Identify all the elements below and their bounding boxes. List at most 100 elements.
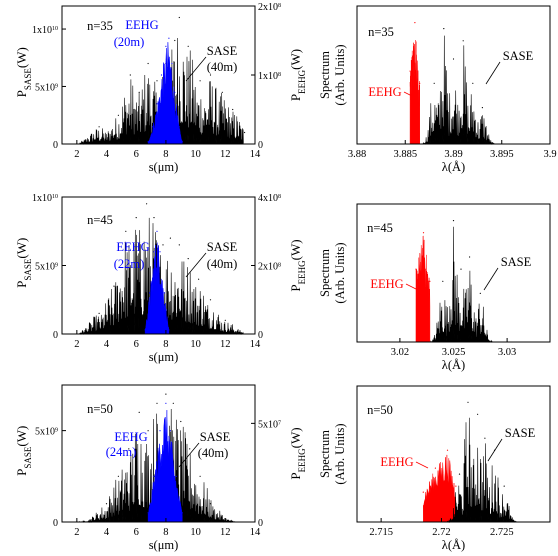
- eehg-label: EEHG: [368, 85, 401, 99]
- x-axis-label: λ(Å): [442, 358, 465, 372]
- series-eehg: [147, 37, 183, 145]
- y-tick-label-right: 5x107: [258, 419, 281, 430]
- y-axis-label: Spectrum(Arb. Units): [318, 44, 347, 105]
- data-point: [172, 402, 174, 404]
- data-point: [135, 217, 137, 219]
- data-point: [117, 114, 119, 116]
- pointer-line: [403, 91, 417, 99]
- x-tick-label: 2.725: [490, 527, 514, 538]
- data-point: [414, 22, 416, 24]
- plot-frame: [61, 384, 256, 523]
- data-point: [209, 503, 212, 505]
- data-point: [477, 413, 479, 415]
- data-point: [174, 91, 176, 93]
- data-point: [244, 131, 246, 134]
- x-tick-label: 4: [104, 339, 110, 350]
- eehg-area: [409, 40, 420, 145]
- data-point: [169, 430, 171, 432]
- data-point: [484, 437, 486, 439]
- x-tick-label: 3.88: [348, 149, 366, 160]
- y-axis-label: Spectrum(Arb. Units): [318, 242, 347, 303]
- y-tick-label-left: 0: [53, 140, 58, 151]
- data-point: [180, 420, 182, 423]
- data-point: [178, 126, 180, 128]
- y-tick-label-right: 2x108: [258, 262, 281, 273]
- sase-label: SASE: [207, 44, 238, 58]
- pointer-line: [487, 438, 503, 462]
- data-point: [165, 402, 167, 404]
- panel-middle-right: 3.02 3.025 3.03 λ(Å) Spectrum(Arb. Units) n=4…: [318, 203, 551, 372]
- eehg-area: [147, 42, 183, 145]
- data-point: [446, 449, 449, 451]
- x-axis-label: λ(Å): [442, 160, 465, 174]
- sase-label: SASE: [200, 430, 231, 444]
- data-point: [221, 91, 223, 93]
- data-point: [452, 220, 455, 222]
- data-point: [117, 475, 119, 477]
- x-tick-label: 3.885: [393, 149, 417, 160]
- data-point: [165, 45, 167, 47]
- data-point: [129, 74, 131, 76]
- data-point: [443, 28, 445, 30]
- data-point: [98, 126, 100, 128]
- data-point: [162, 244, 164, 246]
- y-tick-label-right: 2x108: [258, 2, 281, 13]
- panel-middle-left: 2 4 6 8 10 12 14 s(μm) 0 5x109 1x1010 0 2x108 4x108 PS…: [14, 193, 307, 364]
- data-point: [433, 82, 435, 84]
- y-tick-label-right: 0: [258, 330, 263, 341]
- data-point: [181, 141, 183, 143]
- data-point: [472, 82, 474, 84]
- data-point: [178, 16, 180, 19]
- data-point: [429, 280, 431, 282]
- x-tick-label: 8: [163, 527, 168, 538]
- series-eehg: [415, 232, 431, 343]
- x-tick-label: 6: [134, 149, 139, 160]
- y-axis-label-left: PSASE(W): [14, 47, 33, 97]
- data-point: [442, 280, 444, 282]
- pointer-line: [178, 442, 200, 468]
- x-tick-label: 2.715: [369, 527, 393, 538]
- eehg-sublabel: (22m): [114, 257, 145, 271]
- eehg-label: EEHG: [114, 430, 147, 444]
- x-tick-label: 10: [190, 149, 201, 160]
- y-tick-label-right: 4x108: [258, 193, 281, 204]
- data-point: [199, 80, 201, 82]
- data-point: [199, 475, 201, 477]
- x-axis-label: s(μm): [149, 538, 179, 552]
- eehg-area: [147, 410, 183, 523]
- sase-sublabel: (40m): [207, 60, 238, 74]
- series-sase: [391, 28, 506, 146]
- pointer-line: [185, 252, 207, 278]
- sase-label: SASE: [503, 49, 534, 63]
- series-eehg: [409, 22, 421, 145]
- eehg-label: EEHG: [370, 277, 403, 291]
- data-point: [458, 473, 461, 475]
- data-point: [163, 292, 165, 294]
- data-point: [160, 74, 163, 76]
- eehg-label: EEHG: [125, 18, 158, 32]
- eehg-sublabel: (24m): [106, 445, 137, 459]
- data-point: [460, 268, 462, 270]
- x-tick-label: 4: [104, 527, 110, 538]
- data-point: [462, 40, 464, 42]
- x-tick-label: 3.9: [543, 149, 556, 160]
- data-point: [147, 62, 149, 65]
- data-point: [156, 402, 158, 404]
- data-point: [105, 503, 108, 505]
- eehg-sublabel: (20m): [114, 35, 145, 49]
- data-point: [419, 82, 421, 84]
- data-point: [125, 230, 127, 232]
- data-point: [174, 39, 176, 42]
- x-tick-label: 3.89: [444, 149, 462, 160]
- data-point: [156, 230, 158, 232]
- data-point: [187, 45, 189, 47]
- y-tick-label-left: 0: [53, 330, 58, 341]
- panel-bottom-right: 2.715 2.72 2.725 λ(Å) Spectrum(Arb. Units) n=…: [318, 385, 551, 552]
- harmonic-label: n=50: [87, 402, 113, 416]
- y-axis-label-left: PSASE(W): [14, 426, 33, 476]
- data-point: [467, 401, 469, 403]
- data-point: [98, 312, 100, 314]
- pointer-line: [485, 61, 501, 85]
- harmonic-label: n=35: [87, 19, 113, 33]
- x-tick-label: 6: [134, 339, 139, 350]
